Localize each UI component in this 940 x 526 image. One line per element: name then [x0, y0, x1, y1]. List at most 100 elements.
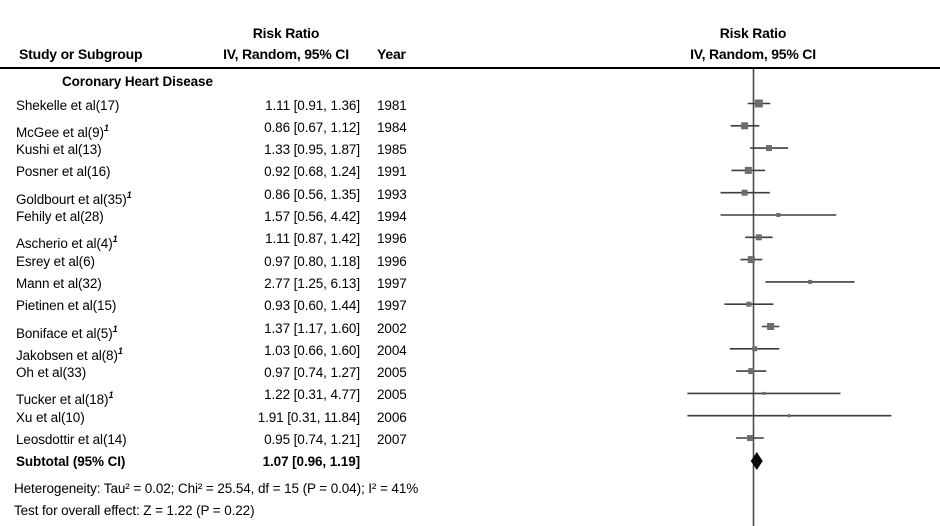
- study-estimate: 1.57 [0.56, 4.42]: [264, 209, 360, 224]
- subtotal-diamond: [750, 452, 763, 470]
- point-estimate-marker: [766, 145, 772, 152]
- study-name: Jakobsen et al(8)1: [16, 345, 123, 363]
- study-row: Goldbourt et al(35)1 0.86 [0.56, 1.35] 199…: [0, 184, 470, 207]
- study-year: 2005: [377, 387, 407, 403]
- point-estimate-marker: [744, 166, 752, 174]
- study-year: 2004: [377, 342, 407, 358]
- study-estimate: 1.37 [1.17, 1.60]: [264, 320, 360, 336]
- year-column-header: Year: [377, 46, 406, 62]
- effect-column-header-line2: IV, Random, 95% CI: [223, 46, 349, 62]
- study-year: 2006: [377, 409, 407, 425]
- subtotal-label: Subtotal (95% CI): [16, 454, 126, 469]
- study-name: Xu et al(10): [16, 409, 85, 425]
- study-year: 1991: [377, 164, 407, 180]
- study-year: 1994: [377, 209, 407, 224]
- study-name: Oh et al(33): [16, 365, 87, 381]
- study-estimate: 1.03 [0.66, 1.60]: [264, 342, 360, 358]
- study-row: Mann et al(32) 2.77 [1.25, 6.13] 1997: [0, 273, 470, 295]
- point-estimate-marker: [754, 99, 763, 108]
- study-row: Shekelle et al(17) 1.11 [0.91, 1.36] 1981: [0, 95, 470, 117]
- footnote-marker: 1: [108, 390, 114, 401]
- footnote-marker: 1: [117, 345, 123, 356]
- study-estimate: 0.97 [0.74, 1.27]: [264, 365, 360, 381]
- point-estimate-marker: [747, 256, 755, 264]
- study-year: 1997: [377, 298, 407, 314]
- point-estimate-marker: [741, 122, 749, 130]
- study-row: McGee et al(9)1 0.86 [0.67, 1.12] 1984: [0, 117, 470, 140]
- study-year: 1996: [377, 231, 407, 247]
- study-row: Ascherio et al(4)1 1.11 [0.87, 1.42] 1996: [0, 228, 470, 251]
- study-year: 1985: [377, 142, 407, 158]
- study-estimate: 0.93 [0.60, 1.44]: [264, 298, 360, 314]
- study-year: 1997: [377, 275, 407, 291]
- study-estimate: 1.91 [0.31, 11.84]: [257, 409, 360, 425]
- study-year: 1981: [377, 97, 407, 113]
- study-name: Tucker et al(18)1: [16, 390, 114, 408]
- study-estimate: 1.22 [0.31, 4.77]: [264, 387, 360, 403]
- footnote-marker: 1: [112, 234, 118, 245]
- subtotal-estimate: 1.07 [0.96, 1.19]: [262, 454, 360, 469]
- study-estimate: 1.11 [0.91, 1.36]: [265, 97, 360, 113]
- study-name: Shekelle et al(17): [16, 97, 120, 113]
- point-estimate-marker: [747, 435, 754, 441]
- study-name: Boniface et al(5)1: [16, 323, 118, 341]
- point-estimate-marker: [808, 279, 813, 284]
- study-year: 1996: [377, 253, 407, 269]
- footnote-marker: 1: [103, 122, 109, 133]
- point-estimate-marker: [746, 301, 752, 307]
- study-row: Kushi et al(13) 1.33 [0.95, 1.87] 1985: [0, 139, 470, 161]
- study-estimate: 0.86 [0.56, 1.35]: [264, 186, 360, 202]
- study-estimate: 0.95 [0.74, 1.21]: [264, 432, 360, 447]
- header-divider-rule: [0, 67, 940, 69]
- study-year: 2005: [377, 365, 407, 381]
- study-year: 1993: [377, 186, 407, 202]
- study-row: Fehily et al(28) 1.57 [0.56, 4.42] 1994: [0, 206, 470, 228]
- study-name: Mann et al(32): [16, 275, 102, 291]
- point-estimate-marker: [741, 189, 748, 196]
- study-year: 2007: [377, 432, 407, 447]
- point-estimate-marker: [748, 368, 755, 375]
- study-name: Pietinen et al(15): [16, 298, 117, 314]
- study-row: Leosdottir et al(14) 0.95 [0.74, 1.21] 200…: [0, 429, 470, 451]
- point-estimate-marker: [787, 414, 791, 418]
- study-name: McGee et al(9)1: [16, 122, 109, 140]
- point-estimate-marker: [755, 234, 762, 241]
- study-year: 1984: [377, 119, 407, 135]
- study-name: Fehily et al(28): [16, 209, 104, 224]
- effect-column-header-line1: Risk Ratio: [252, 25, 320, 41]
- study-name: Ascherio et al(4)1: [16, 234, 118, 252]
- plot-column-header-line2: IV, Random, 95% CI: [690, 46, 816, 62]
- study-row: Pietinen et al(15) 0.93 [0.60, 1.44] 1997: [0, 295, 470, 317]
- study-estimate: 1.33 [0.95, 1.87]: [264, 142, 360, 158]
- study-name: Goldbourt et al(35)1: [16, 189, 132, 207]
- study-row: Esrey et al(6) 0.97 [0.80, 1.18] 1996: [0, 251, 470, 273]
- study-estimate: 0.97 [0.80, 1.18]: [264, 253, 360, 269]
- point-estimate-marker: [767, 323, 775, 330]
- study-row: Jakobsen et al(8)1 1.03 [0.66, 1.60] 2004: [0, 340, 470, 363]
- study-column-header: Study or Subgroup: [19, 46, 143, 62]
- study-row: Boniface et al(5)1 1.37 [1.17, 1.60] 2002: [0, 318, 470, 341]
- footnote-marker: 1: [126, 189, 132, 200]
- point-estimate-marker: [776, 213, 781, 217]
- subtotal-row: Subtotal (95% CI) 1.07 [0.96, 1.19]: [0, 451, 470, 473]
- overall-effect-test: Test for overall effect: Z = 1.22 (P = 0…: [14, 503, 255, 518]
- study-name: Leosdottir et al(14): [16, 432, 127, 447]
- study-name: Esrey et al(6): [16, 253, 95, 269]
- study-estimate: 2.77 [1.25, 6.13]: [264, 275, 360, 291]
- subgroup-title: Coronary Heart Disease: [62, 74, 213, 89]
- study-row: Xu et al(10) 1.91 [0.31, 11.84] 2006: [0, 407, 470, 429]
- heterogeneity-stats: Heterogeneity: Tau² = 0.02; Chi² = 25.54…: [14, 481, 419, 496]
- footnote-marker: 1: [112, 323, 118, 334]
- study-estimate: 0.86 [0.67, 1.12]: [264, 119, 360, 135]
- study-row: Tucker et al(18)1 1.22 [0.31, 4.77] 2005: [0, 384, 470, 407]
- study-row: Posner et al(16) 0.92 [0.68, 1.24] 1991: [0, 161, 470, 183]
- study-row: Oh et al(33) 0.97 [0.74, 1.27] 2005: [0, 362, 470, 384]
- study-year: 2002: [377, 320, 407, 336]
- study-name: Kushi et al(13): [16, 142, 102, 158]
- study-estimate: 0.92 [0.68, 1.24]: [264, 164, 360, 180]
- study-name: Posner et al(16): [16, 164, 111, 180]
- point-estimate-marker: [752, 346, 758, 352]
- point-estimate-marker: [762, 391, 766, 395]
- plot-column-header-line1: Risk Ratio: [719, 25, 787, 41]
